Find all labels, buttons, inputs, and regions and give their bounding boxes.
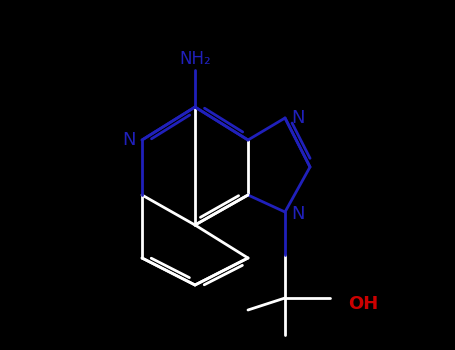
Text: N: N bbox=[291, 205, 304, 223]
Text: NH₂: NH₂ bbox=[179, 50, 211, 68]
Text: N: N bbox=[122, 131, 136, 149]
Text: OH: OH bbox=[348, 295, 378, 313]
Text: N: N bbox=[291, 109, 304, 127]
